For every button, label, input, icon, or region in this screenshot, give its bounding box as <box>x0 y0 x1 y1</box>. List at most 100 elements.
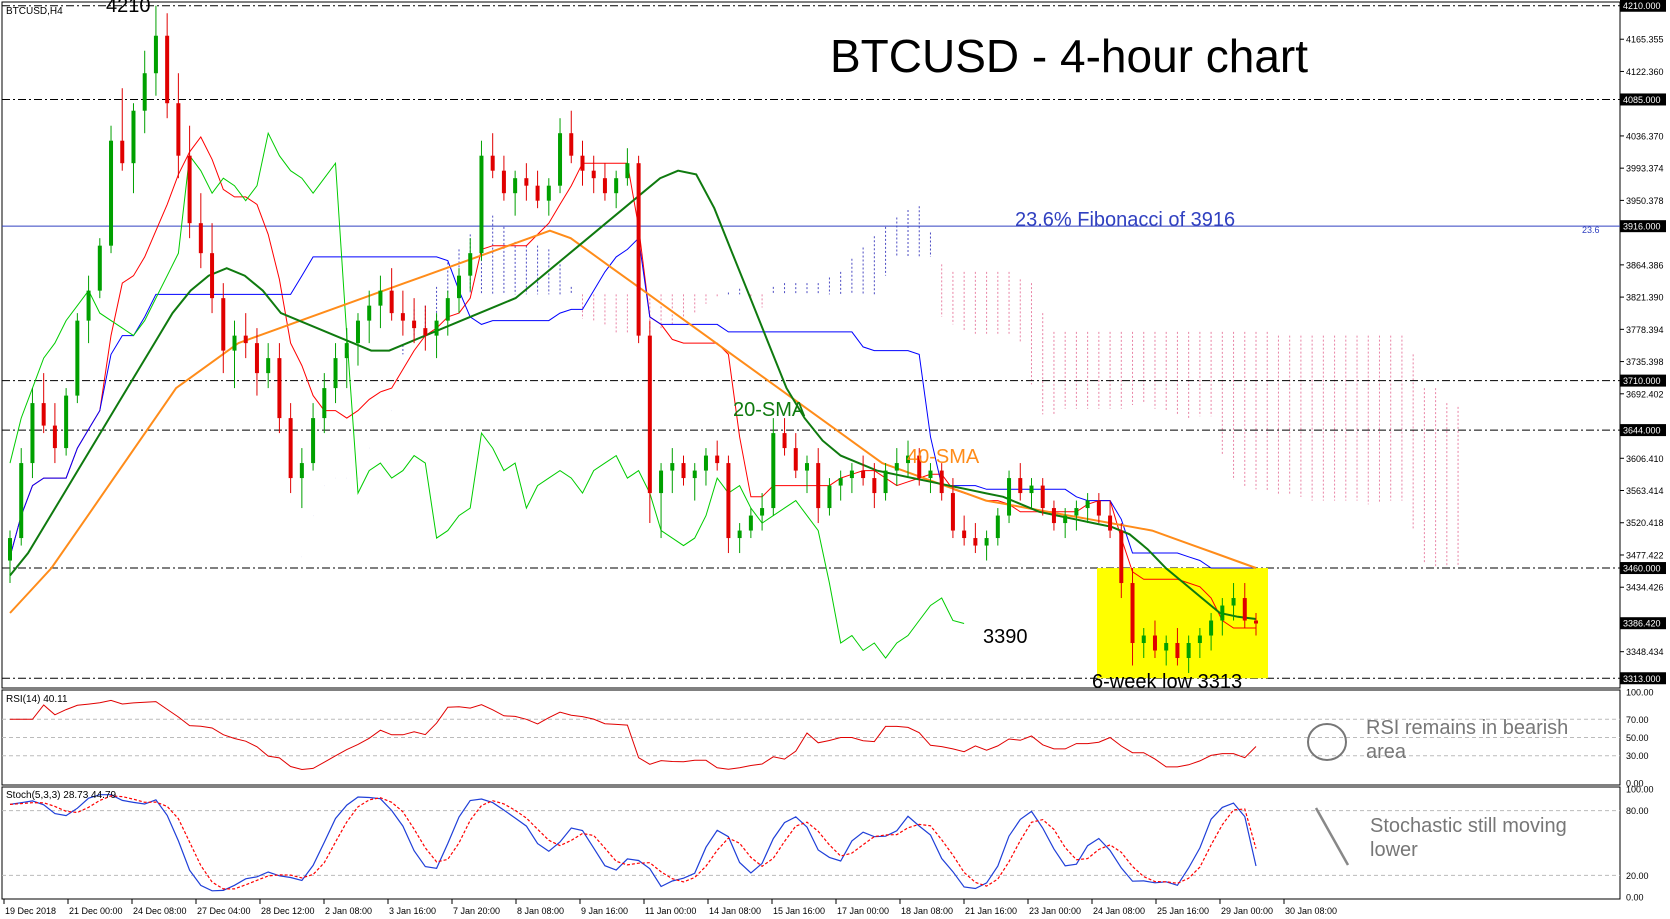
candle-body <box>962 530 967 539</box>
candle-body <box>41 403 46 426</box>
candle-body <box>176 103 181 156</box>
time-tick-label: 28 Dec 12:00 <box>261 906 315 916</box>
stoch-note-line2: lower <box>1370 839 1418 861</box>
candle-body <box>311 418 316 464</box>
time-tick-label: 24 Dec 08:00 <box>133 906 187 916</box>
candle-body <box>535 185 540 201</box>
candle-body <box>973 538 978 546</box>
chart-title: BTCUSD - 4-hour chart <box>830 30 1308 82</box>
candle-body <box>1141 635 1146 644</box>
candle-body <box>1063 515 1068 524</box>
candle-body <box>950 493 955 531</box>
rsi-line <box>10 699 1257 771</box>
fib-label: 23.6% Fibonacci of 3916 <box>1015 209 1235 231</box>
time-tick-label: 9 Jan 16:00 <box>581 906 628 916</box>
candle-body <box>681 463 686 479</box>
rsi-indicator: 100.00 70.00 50.00 30.00 0.00 <box>2 688 1654 789</box>
time-tick-label: 23 Jan 00:00 <box>1029 906 1081 916</box>
candle-body <box>659 470 664 494</box>
candle-body <box>737 530 742 539</box>
candle-body <box>872 478 877 494</box>
stoch-panel <box>1 786 1621 900</box>
candle-body <box>445 298 450 321</box>
candle-body <box>558 133 563 186</box>
price-tag-box <box>1620 93 1666 106</box>
candle-body <box>894 463 899 471</box>
candle-body <box>715 455 720 464</box>
stoch-signal-line <box>9 795 1257 890</box>
candle-body <box>1164 643 1169 651</box>
price-tag-label: 4085.000 <box>1623 95 1661 105</box>
price-tag-label: 3313.000 <box>1623 674 1661 684</box>
candle-body <box>748 515 753 531</box>
price-tag-box <box>1620 672 1666 685</box>
price-tick-label: 3821.390 <box>1626 293 1664 303</box>
candle-body <box>939 470 944 494</box>
candle-body <box>434 320 439 336</box>
candle-body <box>153 35 158 74</box>
candle-body <box>355 320 360 344</box>
price-tick-label: 3993.374 <box>1626 164 1664 174</box>
candle-body <box>97 245 102 291</box>
candle-body <box>75 320 80 396</box>
candle-body <box>322 388 327 419</box>
time-tick-label: 15 Jan 16:00 <box>773 906 825 916</box>
candle-body <box>906 455 911 464</box>
candle-body <box>120 140 125 164</box>
candle-body <box>479 155 484 254</box>
indicator-lines <box>9 131 1257 659</box>
price-tag-box <box>1620 0 1666 12</box>
sma20-line <box>9 169 1257 620</box>
chikou-line <box>9 131 965 659</box>
highlight-box <box>1097 568 1268 679</box>
time-tick-label: 17 Jan 00:00 <box>837 906 889 916</box>
candle-body <box>1018 478 1023 494</box>
price-tag-label: 3710.000 <box>1623 376 1661 386</box>
candle-body <box>1119 530 1124 584</box>
candle-body <box>389 290 394 314</box>
price-tag-box <box>1620 220 1666 233</box>
candle-body <box>1040 485 1045 509</box>
candle-body <box>457 275 462 299</box>
candle-body <box>1130 583 1135 644</box>
candle-body <box>625 163 630 179</box>
time-tick-label: 21 Dec 00:00 <box>69 906 123 916</box>
candle-body <box>1242 598 1247 621</box>
rsi-tick-label: 100.00 <box>1626 688 1654 698</box>
sma40-line <box>9 229 1257 614</box>
candle-body <box>1051 508 1056 524</box>
price-tick-label: 3520.418 <box>1626 518 1664 528</box>
candle-body <box>142 73 147 111</box>
time-tick-label: 3 Jan 16:00 <box>389 906 436 916</box>
candle-body <box>793 448 798 471</box>
candle-body <box>1074 508 1079 516</box>
price-tag-label: 4210.000 <box>1623 1 1661 11</box>
candle-body <box>400 313 405 321</box>
candle-body <box>412 320 417 329</box>
rsi-highlight-circle <box>1307 723 1347 761</box>
candle-body <box>288 418 293 479</box>
high-label: 4210 <box>106 0 151 17</box>
candle-body <box>1254 620 1258 624</box>
low-3390-label: 3390 <box>983 626 1028 648</box>
candle-body <box>210 253 215 299</box>
candle-body <box>378 290 383 306</box>
candlesticks <box>8 5 1258 674</box>
candle-body <box>861 470 866 479</box>
candle-body <box>692 470 697 479</box>
candle-body <box>501 170 506 194</box>
price-tick-label: 4036.370 <box>1626 131 1664 141</box>
price-tick-label: 3477.422 <box>1626 550 1664 560</box>
horizontal-levels <box>2 5 1620 679</box>
time-tick-label: 21 Jan 16:00 <box>965 906 1017 916</box>
candle-body <box>1029 485 1034 494</box>
candle-body <box>52 425 57 449</box>
stoch-main-line <box>9 794 1257 892</box>
price-tag-label: 3386.420 <box>1623 619 1661 629</box>
candle-body <box>131 110 136 164</box>
candle-body <box>1108 515 1113 531</box>
candle-body <box>254 343 259 374</box>
price-axis: 4210.000 4165.355 4122.360 4085.000 4036.370… <box>1620 0 1666 685</box>
price-tag-label: 3460.000 <box>1623 564 1661 574</box>
